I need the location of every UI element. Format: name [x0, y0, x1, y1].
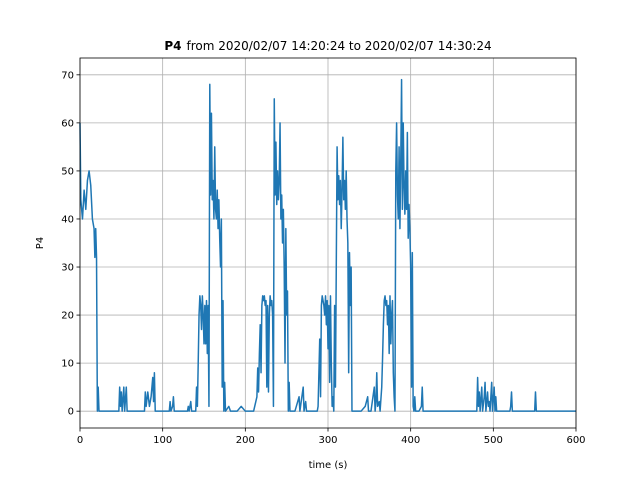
y-tick-label: 0: [68, 407, 74, 418]
y-tick-label: 30: [61, 263, 74, 274]
x-tick-label: 400: [401, 435, 420, 446]
x-tick-label: 500: [484, 435, 503, 446]
y-tick-label: 60: [61, 118, 74, 129]
data-line: [79, 78, 576, 412]
y-tick-label: 10: [61, 359, 74, 370]
y-tick-label: 40: [61, 214, 74, 225]
chart-title: P4 from 2020/02/07 14:20:24 to 2020/02/07…: [164, 39, 491, 53]
plot-frame: [79, 57, 577, 429]
title-rest: from 2020/02/07 14:20:24 to 2020/02/07 1…: [186, 39, 491, 53]
x-tick-label: 600: [566, 435, 585, 446]
y-tick-label: 20: [61, 311, 74, 322]
title-bold: P4: [164, 39, 181, 53]
y-tick-label: 50: [61, 166, 74, 177]
x-axis-label: time (s): [309, 460, 348, 471]
x-tick-label: 200: [236, 435, 255, 446]
y-axis-label: P4: [35, 237, 46, 249]
x-tick-label: 100: [153, 435, 172, 446]
y-tick-label: 70: [61, 70, 74, 81]
x-tick-label: 300: [318, 435, 337, 446]
x-tick-label: 0: [77, 435, 83, 446]
